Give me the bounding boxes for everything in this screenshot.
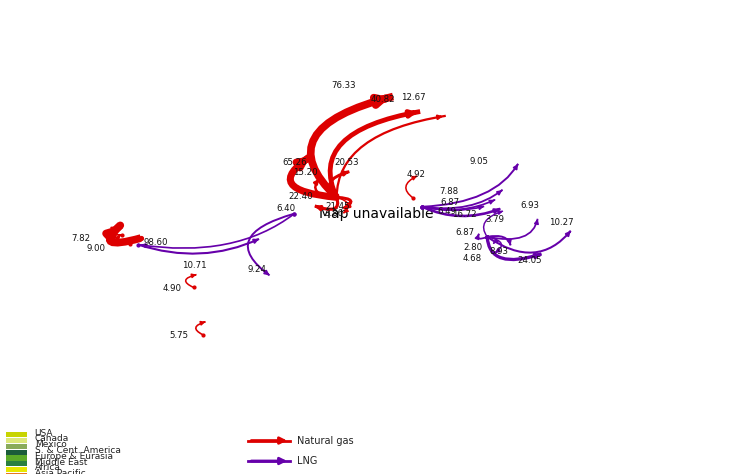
Text: 6.87: 6.87 [440,198,459,207]
Text: USA: USA [35,428,53,438]
Text: 4.68: 4.68 [462,254,482,263]
Text: 3.79: 3.79 [485,215,505,224]
Text: 76.33: 76.33 [331,82,355,90]
Text: 40.82: 40.82 [370,95,395,104]
Text: 10.71: 10.71 [182,261,206,270]
Bar [6,473,27,474]
Text: 6.49: 6.49 [437,207,456,216]
Text: Canada: Canada [35,435,69,444]
Text: 21.45: 21.45 [326,202,350,211]
Text: 98.60: 98.60 [144,238,168,247]
Text: Middle East: Middle East [35,458,87,467]
Bar [6,467,27,472]
Text: 65.26: 65.26 [282,158,306,167]
Text: 10.27: 10.27 [549,218,573,227]
Text: 3.86: 3.86 [324,209,343,218]
Text: 4.92: 4.92 [406,170,425,179]
Bar [6,438,27,443]
Text: 12.67: 12.67 [401,93,425,102]
Text: 6.87: 6.87 [456,228,475,237]
Text: 15.20: 15.20 [294,168,318,177]
Text: 6.93: 6.93 [520,201,540,210]
Text: 16.72: 16.72 [453,210,477,219]
Text: 2.80: 2.80 [463,243,483,252]
Text: LNG: LNG [297,456,318,466]
Bar [6,432,27,438]
Text: Asia Pacific: Asia Pacific [35,469,85,474]
Text: Mexico: Mexico [35,440,66,449]
Text: 9.00: 9.00 [87,244,106,253]
Text: S. & Cent. America: S. & Cent. America [35,446,120,455]
Text: 7.82: 7.82 [72,234,91,243]
Text: 9.24: 9.24 [247,265,267,274]
Text: 4.90: 4.90 [162,284,181,293]
Text: 24.05: 24.05 [517,256,541,265]
Text: Natural gas: Natural gas [297,436,354,446]
Text: 22.40: 22.40 [288,191,312,201]
Text: 20.53: 20.53 [335,158,359,167]
Bar [6,461,27,466]
Text: Map unavailable: Map unavailable [319,208,434,221]
Text: Africa: Africa [35,464,60,473]
Bar [6,456,27,461]
Text: 9.05: 9.05 [469,157,489,166]
Text: 5.75: 5.75 [169,331,188,340]
Bar [6,450,27,455]
Text: 6.40: 6.40 [276,204,296,213]
Text: 8.93: 8.93 [489,247,509,256]
Text: Europe & Eurasia: Europe & Eurasia [35,452,113,461]
Text: 7.88: 7.88 [439,187,459,196]
Bar [6,444,27,449]
